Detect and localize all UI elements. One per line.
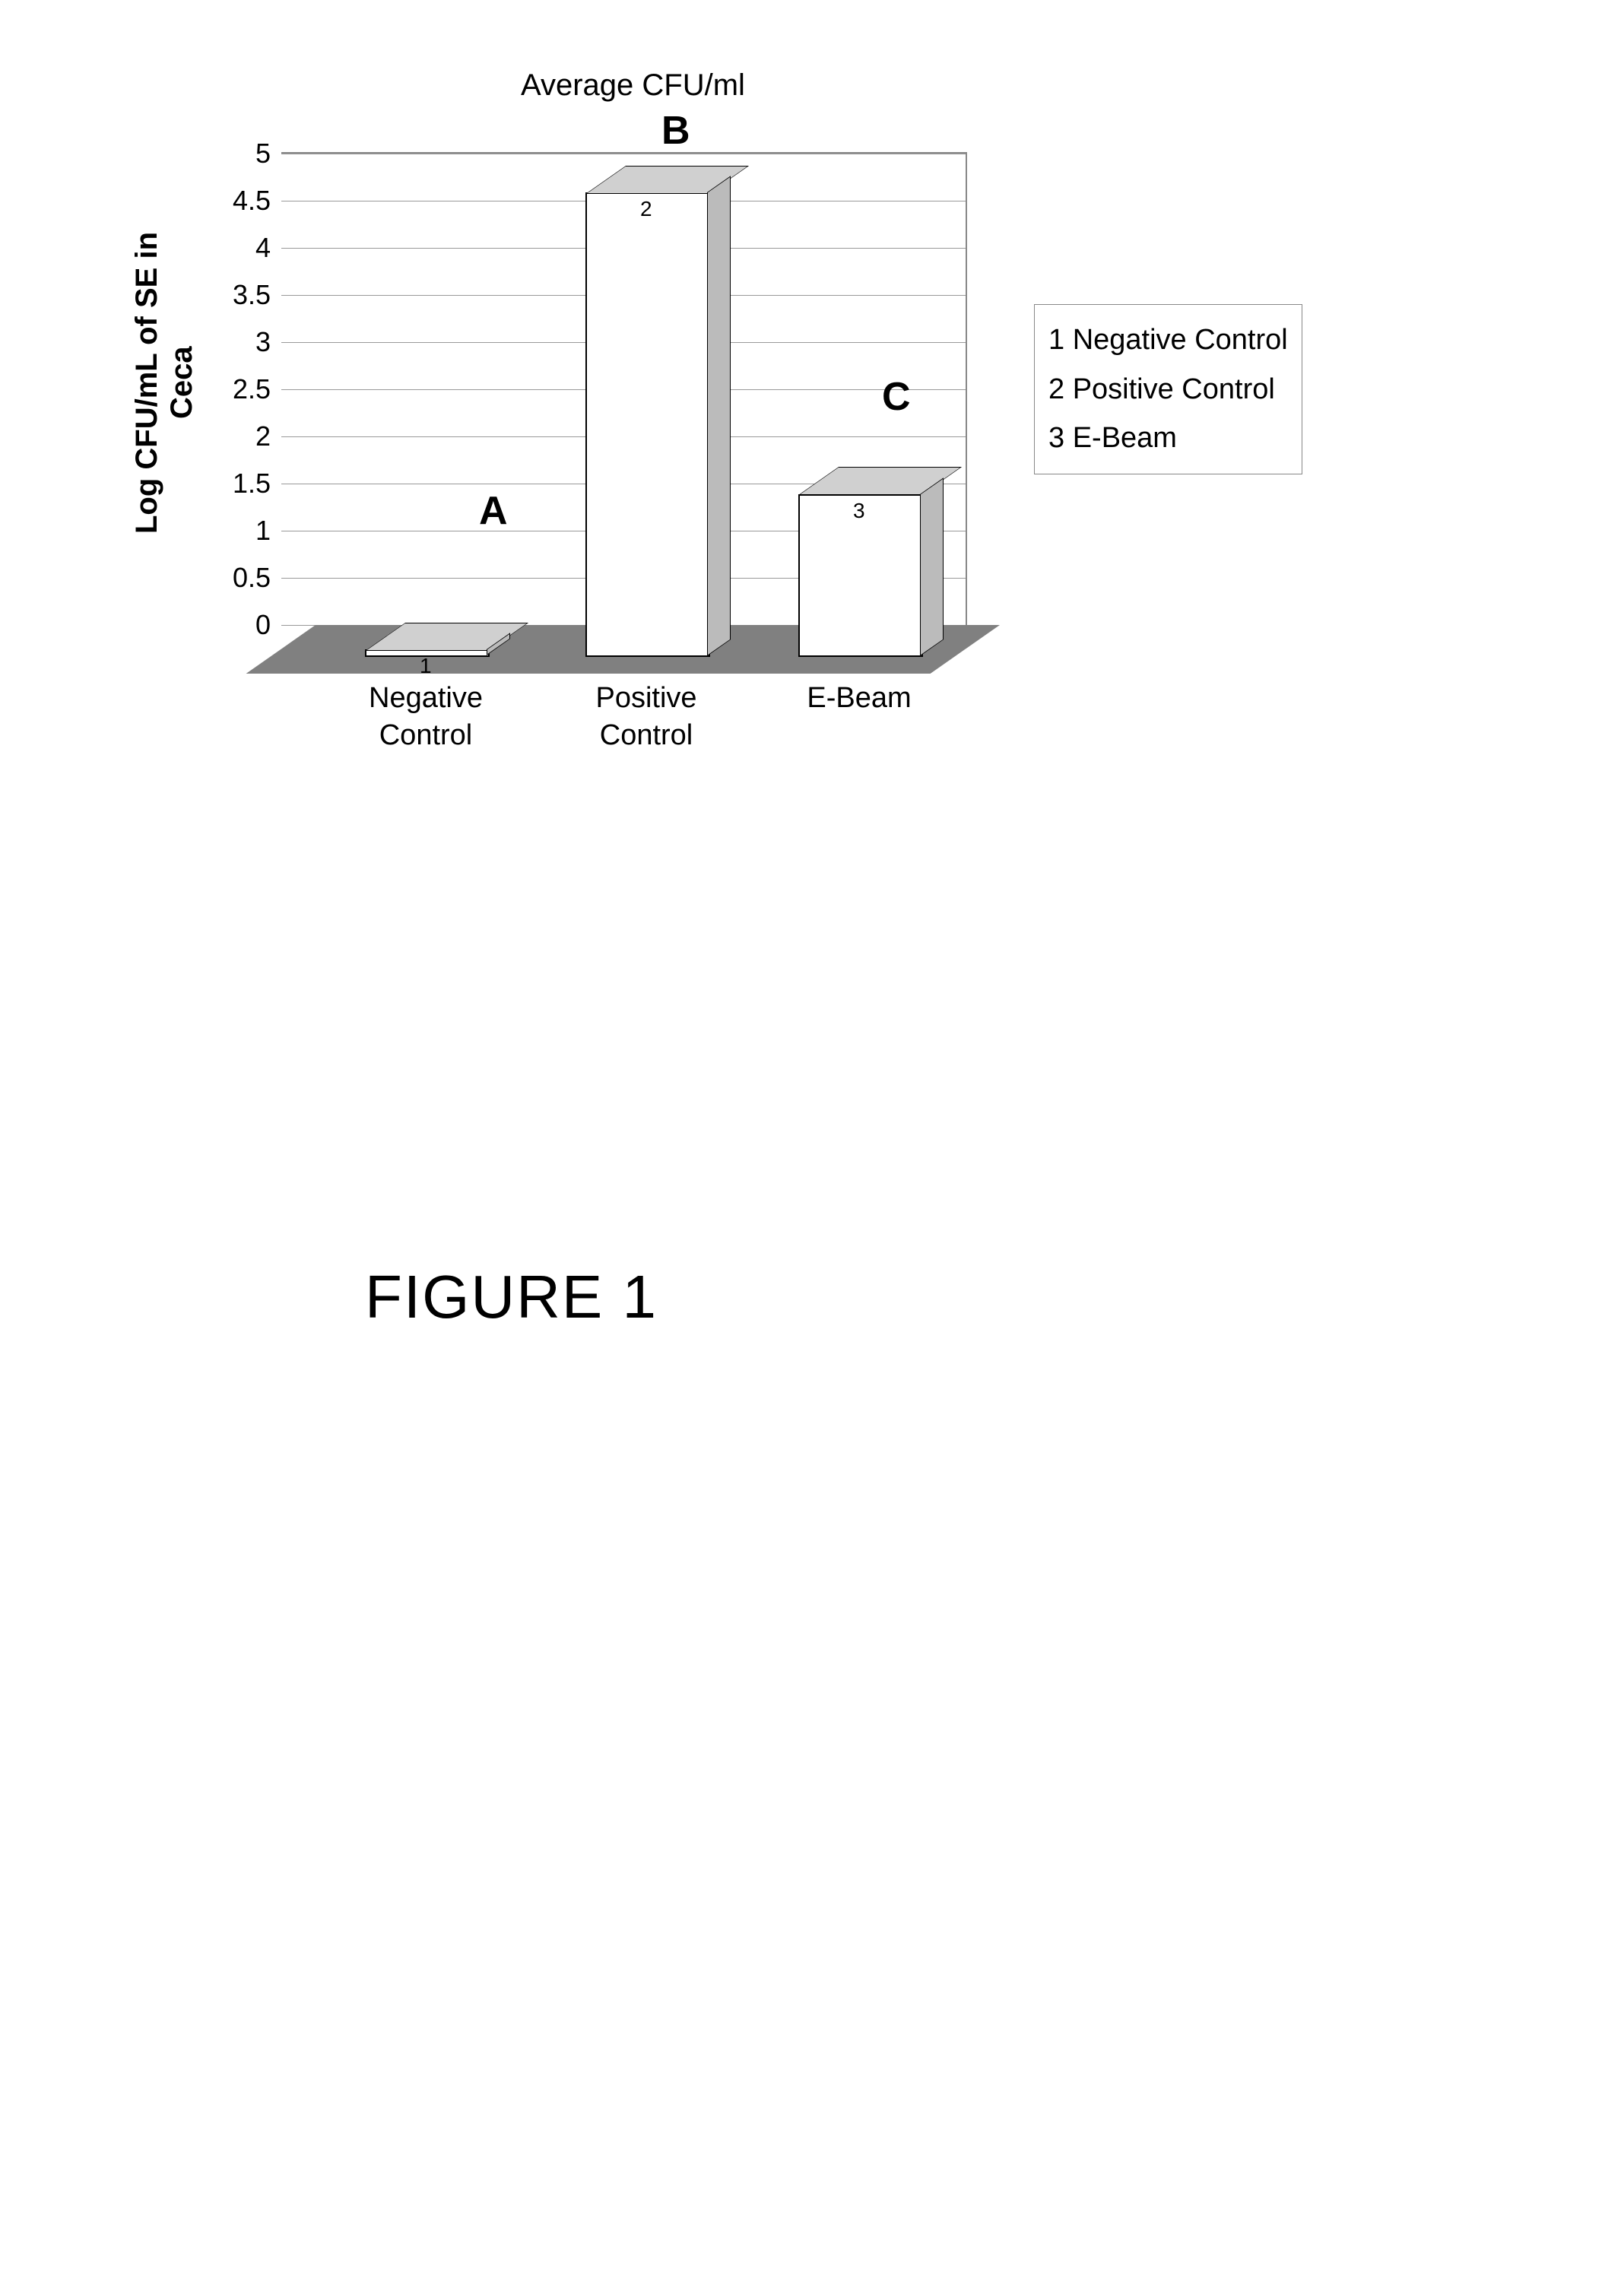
bar: 3 (798, 494, 920, 655)
plot-area: 00.511.522.533.544.551NegativeControl2Po… (281, 152, 967, 625)
bar-side (707, 176, 731, 655)
bar-front (585, 192, 710, 658)
legend-item: 2 Positive Control (1048, 365, 1288, 414)
annotation-letter: B (661, 108, 690, 154)
y-tick-label: 0.5 (233, 562, 281, 594)
bar-side (920, 477, 944, 655)
bar-number-label: 2 (640, 197, 652, 221)
figure-caption: FIGURE 1 (365, 1262, 658, 1332)
y-tick-label: 4 (255, 232, 281, 264)
y-tick-label: 2 (255, 420, 281, 452)
y-tick-label: 2.5 (233, 373, 281, 405)
bar-number-label: 3 (853, 499, 865, 523)
legend-item: 3 E-Beam (1048, 414, 1288, 463)
annotation-letter: A (479, 488, 508, 534)
y-tick-label: 5 (255, 138, 281, 170)
legend-item: 1 Negative Control (1048, 316, 1288, 365)
y-axis-label: Log CFU/mL of SE inCeca (129, 182, 199, 583)
y-tick-label: 0 (255, 609, 281, 641)
y-tick-label: 3 (255, 326, 281, 358)
y-tick-label: 1 (255, 515, 281, 547)
bar: 1 (365, 649, 487, 654)
bar: 2 (585, 192, 707, 655)
bar-number-label: 1 (420, 654, 432, 678)
y-tick-label: 4.5 (233, 185, 281, 217)
annotation-letter: C (882, 374, 911, 420)
legend: 1 Negative Control2 Positive Control3 E-… (1034, 304, 1302, 474)
y-tick-label: 1.5 (233, 468, 281, 500)
chart-title: Average CFU/ml (521, 68, 745, 103)
y-tick-label: 3.5 (233, 279, 281, 311)
